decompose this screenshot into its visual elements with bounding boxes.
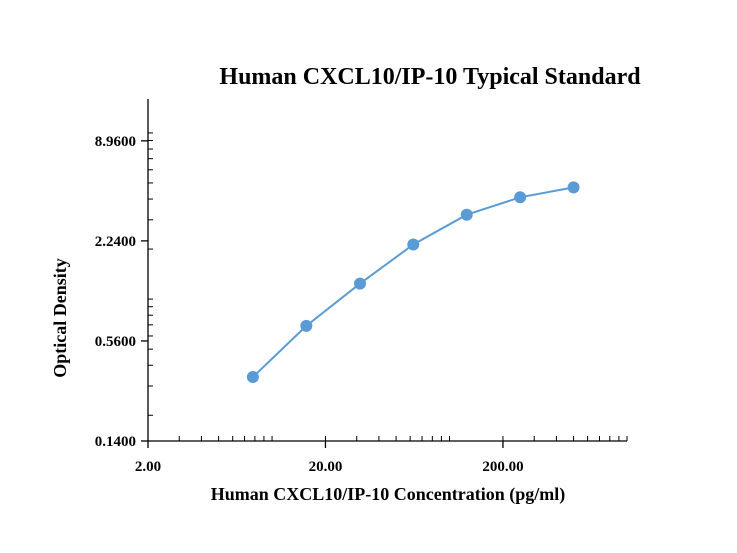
tick-labels: 2.00 20.00 200.00 0.1400 0.5600 2.2400 8.9600 [95,134,524,475]
series-line [252,186,574,378]
data-point [567,181,580,194]
data-point [246,370,259,383]
data-point [300,319,313,332]
y-tick-label: 0.5600 [95,334,136,350]
tick-marks [141,132,628,448]
data-point [407,238,420,251]
data-point [514,191,527,204]
x-axis-label: Human CXCL10/IP-10 Concentration (pg/ml) [211,484,566,505]
x-tick-label: 200.00 [482,459,523,475]
data-point [353,277,366,290]
data-point [460,208,473,221]
series-layer [246,181,580,383]
axes [147,99,627,442]
y-tick-label: 2.2400 [95,234,136,250]
x-tick-label: 20.00 [309,459,343,475]
x-tick-label: 2.00 [135,459,161,475]
y-tick-label: 8.9600 [95,134,136,150]
y-axis-label: Optical Density [50,258,70,378]
chart-title: Human CXCL10/IP-10 Typical Standard [219,64,641,90]
y-tick-label: 0.1400 [95,434,136,450]
